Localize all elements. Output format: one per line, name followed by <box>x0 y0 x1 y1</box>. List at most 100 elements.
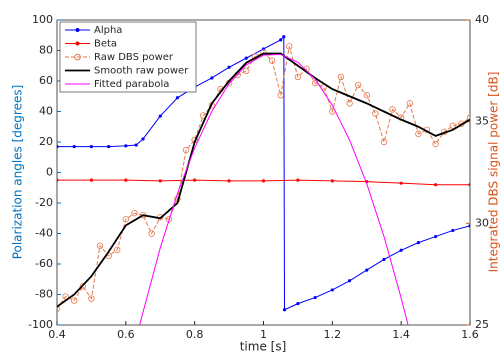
series-marker <box>131 209 138 217</box>
y-axis-label: Polarization angles [degrees] <box>11 85 25 260</box>
series-marker <box>346 100 353 107</box>
series-marker <box>175 96 180 100</box>
series-marker <box>399 248 403 252</box>
series-line <box>139 53 409 325</box>
series-marker <box>382 257 386 262</box>
series-marker <box>380 138 388 146</box>
x-tick-label: 1.2 <box>324 328 342 341</box>
legend-label: Beta <box>94 39 117 50</box>
y-tick-label: 100 <box>32 13 53 26</box>
y-tick-label: -80 <box>35 288 53 301</box>
x-tick-label: 1.6 <box>461 328 479 341</box>
series-marker <box>72 144 76 149</box>
series-marker <box>416 241 420 245</box>
series-marker <box>243 67 250 75</box>
legend-label: Fitted parabola <box>94 79 169 90</box>
legend-marker <box>74 53 81 61</box>
series-marker <box>124 178 128 182</box>
series-marker <box>57 144 59 149</box>
series-marker <box>433 183 438 187</box>
series-marker <box>268 57 276 64</box>
y2-tick-label: 25 <box>475 318 489 331</box>
series-marker <box>148 230 155 237</box>
x-tick-label: 0.6 <box>117 328 135 341</box>
series-line <box>57 46 470 310</box>
series-marker <box>330 288 334 292</box>
series-marker <box>449 122 456 129</box>
series-marker <box>89 178 94 182</box>
series-marker <box>282 35 286 39</box>
series-marker <box>114 246 121 253</box>
series-marker <box>79 283 87 290</box>
legend-marker <box>75 41 80 46</box>
series-marker <box>433 234 438 239</box>
series-marker <box>210 76 214 80</box>
series-marker <box>279 38 283 42</box>
x-tick-label: 0.8 <box>186 328 204 341</box>
series-marker <box>57 178 59 182</box>
series-marker <box>124 144 128 148</box>
series-marker <box>244 56 248 60</box>
y-tick-label: -20 <box>35 196 53 209</box>
y-tick-label: 80 <box>39 44 53 57</box>
series-marker <box>122 216 130 223</box>
series-marker <box>372 110 379 117</box>
series-marker <box>389 106 396 113</box>
series-marker <box>193 178 197 182</box>
series-marker <box>261 179 266 183</box>
y-tick-label: 60 <box>39 74 53 87</box>
series-marker <box>354 81 362 89</box>
series-marker <box>277 92 284 99</box>
legend-label: Alpha <box>94 25 122 36</box>
series-marker <box>62 293 69 300</box>
series-marker <box>468 183 470 187</box>
series-marker <box>141 137 145 141</box>
series-marker <box>337 73 345 81</box>
legend-label: Smooth raw power <box>94 66 189 77</box>
series-marker <box>182 146 190 154</box>
series-marker <box>134 143 138 147</box>
series-marker <box>107 144 111 149</box>
series-marker <box>330 179 334 183</box>
series-marker <box>158 114 162 118</box>
series-marker <box>466 114 470 121</box>
series-marker <box>71 297 78 304</box>
plot-layer <box>57 35 470 325</box>
series-marker <box>451 228 455 233</box>
series-marker <box>432 140 439 148</box>
series-marker <box>88 295 95 302</box>
y2-tick-label: 30 <box>475 216 489 229</box>
y-tick-label: -40 <box>35 227 53 240</box>
legend-marker <box>75 28 80 32</box>
series-marker <box>282 308 287 312</box>
y-tick-label: 0 <box>46 166 53 179</box>
x-tick-label: 1.4 <box>392 328 410 341</box>
series-marker <box>363 92 370 99</box>
series-marker <box>296 178 300 182</box>
x-tick-label: 0.4 <box>48 328 66 341</box>
series-marker <box>399 181 403 185</box>
y2-tick-label: 35 <box>475 115 489 128</box>
y-tick-label: 40 <box>39 105 53 118</box>
series-marker <box>365 268 369 272</box>
y-tick-label: -60 <box>35 257 53 270</box>
series-line <box>57 52 470 308</box>
series-marker <box>227 65 231 69</box>
series-marker <box>89 144 94 149</box>
y2-axis-label: Integrated DBS signal power [dB] <box>487 72 501 273</box>
y-tick-label: -100 <box>28 318 53 331</box>
series-marker <box>286 43 293 50</box>
series-marker <box>227 179 231 183</box>
x-tick-label: 1 <box>260 328 267 341</box>
series-marker <box>415 130 422 138</box>
x-axis-label: time [s] <box>240 340 287 354</box>
series-marker <box>294 73 302 81</box>
series-marker <box>468 224 470 228</box>
series-marker <box>313 295 317 300</box>
series-marker <box>406 100 413 107</box>
legend-label: Raw DBS power <box>94 52 174 63</box>
series-marker <box>96 242 104 249</box>
y2-tick-label: 40 <box>475 13 489 26</box>
y-tick-label: 20 <box>39 135 53 148</box>
